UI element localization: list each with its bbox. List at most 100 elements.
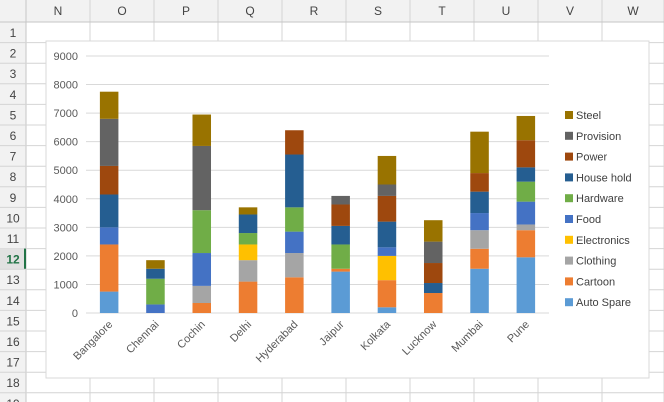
bar-segment-bangalore-power[interactable] [99,165,119,195]
bar-segment-chennai-hardware[interactable] [146,278,165,305]
bar-segment-pune-house-hold[interactable] [516,167,536,182]
row-header-7[interactable]: 7 [10,150,17,164]
bar-segment-mumbai-auto-spare[interactable] [470,268,489,313]
bar-segment-lucknow-house-hold[interactable] [423,283,443,294]
bar-segment-mumbai-house-hold[interactable] [470,191,489,214]
row-header-14[interactable]: 14 [6,294,20,308]
bar-segment-mumbai-power[interactable] [470,173,489,192]
column-header-S[interactable]: S [374,4,382,18]
column-header-Q[interactable]: Q [245,4,254,18]
bar-segment-bangalore-steel[interactable] [99,91,119,119]
bar-segment-kolkata-provision[interactable] [377,184,397,196]
column-header-N[interactable]: N [54,4,63,18]
bar-segment-chennai-steel[interactable] [146,260,165,269]
bar-segment-hyderabad-clothing[interactable] [285,253,304,278]
row-header-6[interactable]: 6 [10,129,17,143]
bar-segment-hyderabad-cartoon[interactable] [285,277,304,313]
legend-entry[interactable]: Provision [576,131,621,143]
bar-segment-bangalore-cartoon[interactable] [99,244,119,292]
column-header-U[interactable]: U [502,4,511,18]
bar-segment-delhi-steel[interactable] [238,207,258,215]
bar-segment-pune-food[interactable] [516,201,536,225]
bar-segment-kolkata-food[interactable] [377,247,397,256]
bar-segment-kolkata-auto-spare[interactable] [377,307,397,313]
bar-segment-pune-cartoon[interactable] [516,230,536,258]
bar-segment-jaipur-cartoon[interactable] [331,268,350,272]
row-header-1[interactable]: 1 [10,26,17,40]
row-header-9[interactable]: 9 [10,191,17,205]
row-header-10[interactable]: 10 [6,211,20,225]
column-header-V[interactable]: V [566,4,574,18]
row-header-15[interactable]: 15 [6,314,20,328]
bar-segment-kolkata-cartoon[interactable] [377,280,397,308]
bar-segment-jaipur-power[interactable] [331,204,350,226]
row-header-2[interactable]: 2 [10,47,17,61]
bar-segment-lucknow-steel[interactable] [423,220,443,242]
bar-segment-pune-clothing[interactable] [516,224,536,231]
bar-segment-mumbai-steel[interactable] [470,131,489,174]
row-header-3[interactable]: 3 [10,67,17,81]
bar-segment-lucknow-cartoon[interactable] [423,293,443,313]
bar-segment-hyderabad-hardware[interactable] [285,207,304,232]
column-header-P[interactable]: P [182,4,190,18]
bar-segment-hyderabad-food[interactable] [285,231,304,254]
bar-segment-jaipur-hardware[interactable] [331,244,350,269]
bar-segment-jaipur-provision[interactable] [331,195,350,205]
row-header-19[interactable]: 19 [6,397,20,402]
legend-entry[interactable]: Steel [576,110,601,122]
column-header-T[interactable]: T [438,4,446,18]
bar-segment-cochin-food[interactable] [192,253,212,286]
row-header-18[interactable]: 18 [6,376,20,390]
bar-segment-jaipur-auto-spare[interactable] [331,271,350,313]
legend-entry[interactable]: Clothing [576,256,616,268]
row-header-16[interactable]: 16 [6,335,20,349]
bar-segment-cochin-cartoon[interactable] [192,303,212,313]
bar-segment-pune-steel[interactable] [516,115,536,141]
bar-segment-bangalore-provision[interactable] [99,118,119,166]
row-header-4[interactable]: 4 [10,88,17,102]
bar-segment-pune-auto-spare[interactable] [516,257,536,313]
column-header-O[interactable]: O [117,4,126,18]
bar-segment-cochin-clothing[interactable] [192,285,212,304]
bar-segment-delhi-clothing[interactable] [238,260,258,282]
bar-segment-delhi-cartoon[interactable] [238,281,258,313]
row-header-8[interactable]: 8 [10,170,17,184]
legend-entry[interactable]: Hardware [576,193,624,205]
bar-segment-pune-hardware[interactable] [516,181,536,202]
row-header-5[interactable]: 5 [10,108,17,122]
bar-segment-hyderabad-house-hold[interactable] [285,154,304,208]
row-header-13[interactable]: 13 [6,273,20,287]
bar-segment-cochin-steel[interactable] [192,114,212,146]
bar-segment-chennai-house-hold[interactable] [146,268,165,279]
legend-entry[interactable]: House hold [576,172,632,184]
legend-entry[interactable]: Electronics [576,235,630,247]
bar-segment-lucknow-power[interactable] [423,263,443,284]
bar-segment-bangalore-food[interactable] [99,227,119,245]
bar-segment-cochin-hardware[interactable] [192,210,212,254]
bar-segment-kolkata-power[interactable] [377,195,397,222]
bar-segment-lucknow-provision[interactable] [423,241,443,264]
bar-segment-bangalore-house-hold[interactable] [99,194,119,228]
bar-segment-cochin-provision[interactable] [192,145,212,211]
bar-segment-pune-power[interactable] [516,140,536,168]
bar-segment-hyderabad-power[interactable] [285,130,304,155]
column-header-W[interactable]: W [627,4,639,18]
bar-segment-kolkata-house-hold[interactable] [377,221,397,248]
legend-entry[interactable]: Cartoon [576,276,615,288]
row-header-11[interactable]: 11 [7,232,20,246]
bar-segment-delhi-hardware[interactable] [238,233,258,245]
bar-segment-chennai-food[interactable] [146,304,165,313]
row-header-17[interactable]: 17 [6,356,20,370]
bar-segment-mumbai-food[interactable] [470,213,489,231]
legend-entry[interactable]: Food [576,214,601,226]
bar-segment-delhi-house-hold[interactable] [238,214,258,234]
bar-segment-kolkata-steel[interactable] [377,155,397,185]
row-header-12[interactable]: 12 [6,253,20,267]
legend-entry[interactable]: Power [576,152,608,164]
bar-segment-bangalore-auto-spare[interactable] [99,291,119,313]
bar-segment-delhi-electronics[interactable] [238,244,258,261]
column-header-R[interactable]: R [310,4,319,18]
bar-segment-jaipur-house-hold[interactable] [331,225,350,245]
bar-segment-mumbai-cartoon[interactable] [470,248,489,269]
